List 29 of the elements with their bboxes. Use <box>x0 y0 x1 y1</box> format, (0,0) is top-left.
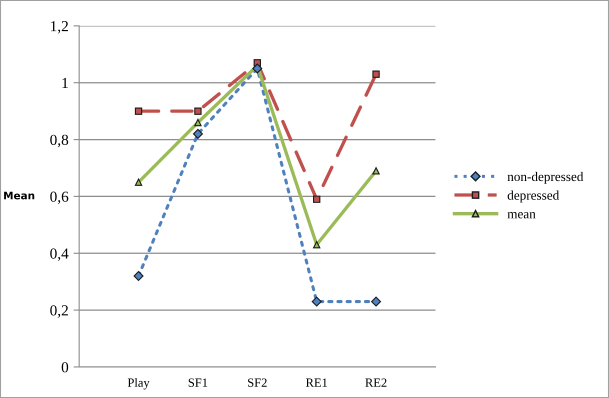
point <box>252 64 262 74</box>
legend-label: depressed <box>508 190 560 202</box>
y-tick-label: 0,4 <box>50 248 69 261</box>
point <box>313 196 320 203</box>
point <box>371 296 382 307</box>
legend-label: mean <box>507 212 536 218</box>
x-tick-label: RE2 <box>365 378 386 387</box>
y-tick-label: 0,8 <box>50 134 68 148</box>
point <box>192 128 203 139</box>
x-tick-label: Play <box>128 378 150 390</box>
point <box>134 178 142 186</box>
point <box>194 107 202 115</box>
y-axis-title: Mean <box>4 192 34 200</box>
point <box>134 107 142 115</box>
y-tick-label: 1,2 <box>51 21 68 34</box>
y-tick-label: 0 <box>62 362 68 372</box>
point <box>312 296 322 307</box>
x-tick-label: SF1 <box>188 378 208 387</box>
point <box>194 118 202 126</box>
x-tick-label: RE1 <box>306 378 328 387</box>
y-tick-label: 1 <box>62 78 68 88</box>
point <box>134 271 144 281</box>
y-tick-label: 0,6 <box>50 192 68 204</box>
y-tick-label: 0,2 <box>50 305 68 318</box>
point <box>372 167 380 175</box>
point <box>313 241 320 248</box>
legend-label: non-depressed <box>508 172 584 184</box>
point <box>372 70 380 78</box>
x-tick-label: SF2 <box>248 378 267 387</box>
